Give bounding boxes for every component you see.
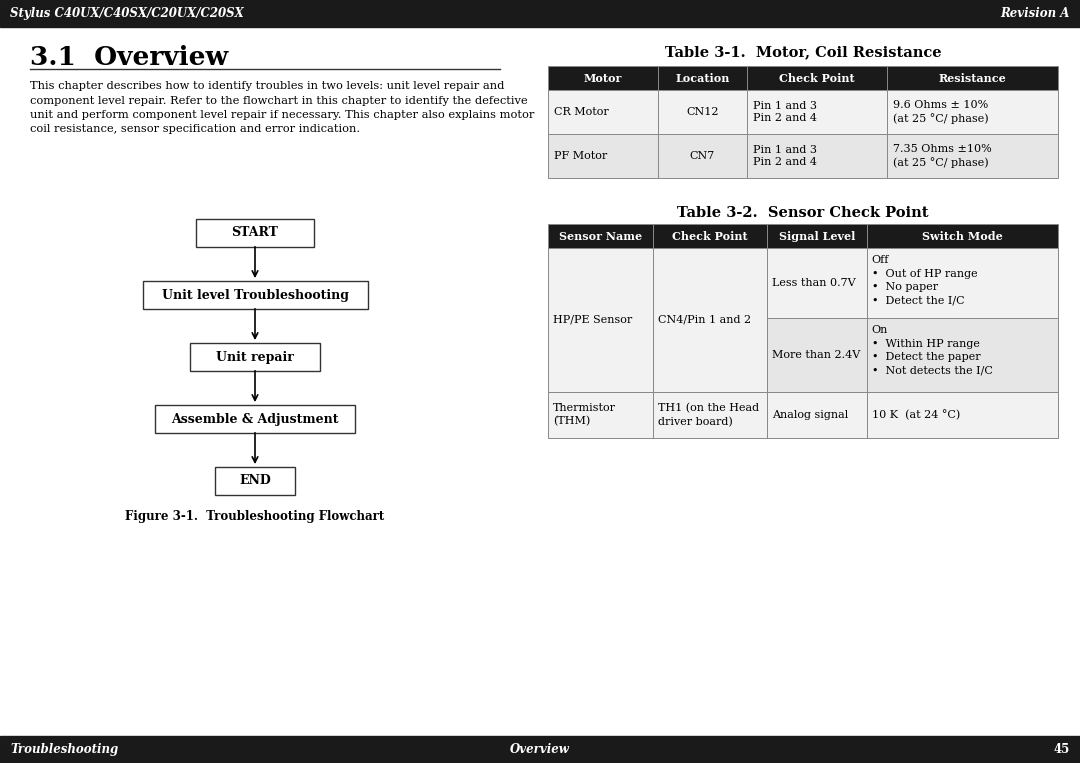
Text: Check Point: Check Point [779, 72, 855, 83]
Bar [548, 392, 652, 438]
Bar [887, 90, 1058, 134]
Text: On
•  Within HP range
•  Detect the paper
•  Not detects the I/C: On • Within HP range • Detect the paper … [872, 325, 993, 376]
Bar [747, 66, 887, 90]
Bar [548, 90, 658, 134]
Text: Troubleshooting: Troubleshooting [10, 743, 118, 756]
Bar [0, 736, 1080, 763]
Text: Stylus C40UX/C40SX/C20UX/C20SX: Stylus C40UX/C40SX/C20UX/C20SX [10, 7, 244, 20]
Bar [767, 392, 867, 438]
Bar [747, 90, 887, 134]
Text: 10 K  (at 24 °C): 10 K (at 24 °C) [872, 410, 960, 420]
Bar [887, 66, 1058, 90]
Text: Pin 1 and 3
Pin 2 and 4: Pin 1 and 3 Pin 2 and 4 [753, 101, 816, 124]
Text: Signal Level: Signal Level [779, 230, 855, 242]
Text: Location: Location [675, 72, 729, 83]
Text: Motor: Motor [583, 72, 622, 83]
Text: coil resistance, sensor specification and error indication.: coil resistance, sensor specification an… [30, 124, 360, 134]
Text: TH1 (on the Head
driver board): TH1 (on the Head driver board) [658, 403, 758, 427]
Bar [767, 318, 867, 392]
Bar [548, 248, 652, 392]
Bar [747, 134, 887, 178]
Bar [767, 224, 867, 248]
Bar [767, 248, 867, 318]
Text: CR Motor: CR Motor [554, 107, 609, 117]
Text: START: START [231, 227, 279, 240]
Text: Table 3-1.  Motor, Coil Resistance: Table 3-1. Motor, Coil Resistance [664, 45, 942, 59]
Bar [190, 343, 320, 371]
Bar [156, 405, 355, 433]
Text: Off
•  Out of HP range
•  No paper
•  Detect the I/C: Off • Out of HP range • No paper • Detec… [872, 255, 977, 306]
Bar [548, 224, 652, 248]
Text: HP/PE Sensor: HP/PE Sensor [553, 315, 632, 325]
Text: Less than 0.7V: Less than 0.7V [772, 278, 856, 288]
Text: Figure 3-1.  Troubleshooting Flowchart: Figure 3-1. Troubleshooting Flowchart [125, 510, 384, 523]
Bar [652, 248, 767, 392]
Text: CN7: CN7 [690, 151, 715, 161]
Bar [658, 134, 747, 178]
Bar [652, 224, 767, 248]
Text: CN12: CN12 [686, 107, 718, 117]
Text: Analog signal: Analog signal [772, 410, 849, 420]
Bar [867, 392, 1058, 438]
Bar [867, 224, 1058, 248]
Bar [215, 467, 295, 495]
Text: More than 2.4V: More than 2.4V [772, 350, 861, 360]
Bar [658, 90, 747, 134]
Text: Sensor Name: Sensor Name [558, 230, 642, 242]
Text: Switch Mode: Switch Mode [922, 230, 1002, 242]
Bar [658, 66, 747, 90]
Text: CN4/Pin 1 and 2: CN4/Pin 1 and 2 [658, 315, 751, 325]
Text: Pin 1 and 3
Pin 2 and 4: Pin 1 and 3 Pin 2 and 4 [753, 145, 816, 167]
Text: Resistance: Resistance [939, 72, 1007, 83]
Text: PF Motor: PF Motor [554, 151, 607, 161]
Text: component level repair. Refer to the flowchart in this chapter to identify the d: component level repair. Refer to the flo… [30, 95, 528, 105]
Bar [143, 281, 367, 309]
Text: unit and perform component level repair if necessary. This chapter also explains: unit and perform component level repair … [30, 110, 535, 120]
Bar [867, 318, 1058, 392]
Text: Revision A: Revision A [1001, 7, 1070, 20]
Text: Overview: Overview [510, 743, 570, 756]
Text: Unit level Troubleshooting: Unit level Troubleshooting [162, 288, 349, 301]
Bar [548, 134, 658, 178]
Text: This chapter describes how to identify troubles in two levels: unit level repair: This chapter describes how to identify t… [30, 81, 504, 91]
Text: END: END [239, 475, 271, 488]
Text: Table 3-2.  Sensor Check Point: Table 3-2. Sensor Check Point [677, 206, 929, 220]
Text: Unit repair: Unit repair [216, 350, 294, 363]
Bar [652, 392, 767, 438]
Text: 7.35 Ohms ±10%
(at 25 °C/ phase): 7.35 Ohms ±10% (at 25 °C/ phase) [893, 144, 991, 168]
Text: Assemble & Adjustment: Assemble & Adjustment [172, 413, 339, 426]
Bar [195, 219, 314, 247]
Text: 3.1  Overview: 3.1 Overview [30, 45, 228, 70]
Text: 45: 45 [1054, 743, 1070, 756]
Bar [887, 134, 1058, 178]
Bar [0, 0, 1080, 27]
Bar [867, 248, 1058, 318]
Text: 9.6 Ohms ± 10%
(at 25 °C/ phase): 9.6 Ohms ± 10% (at 25 °C/ phase) [893, 100, 989, 124]
Text: Check Point: Check Point [672, 230, 747, 242]
Text: Thermistor
(THM): Thermistor (THM) [553, 404, 616, 427]
Bar [548, 66, 658, 90]
